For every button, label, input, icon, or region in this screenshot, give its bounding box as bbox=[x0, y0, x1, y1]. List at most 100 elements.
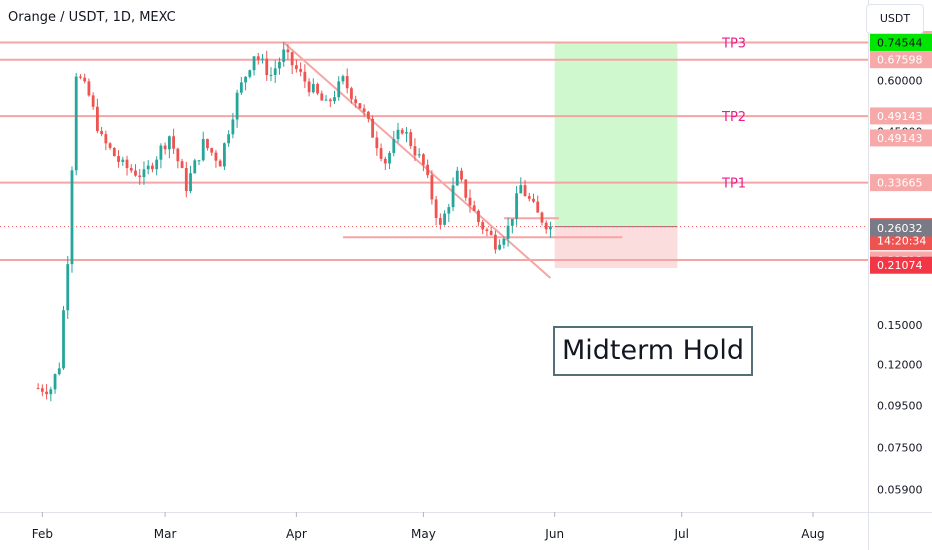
candle-body bbox=[396, 129, 400, 140]
x-tick-label: Jul bbox=[673, 527, 688, 541]
candle-body bbox=[430, 175, 434, 200]
candle-body bbox=[481, 222, 485, 230]
tp-label-tp1: TP1 bbox=[721, 177, 746, 192]
price-label-text: 0.67598 bbox=[877, 54, 923, 67]
x-tick-label: May bbox=[411, 527, 436, 541]
price-label-badge bbox=[870, 174, 932, 192]
candle-body bbox=[210, 148, 214, 153]
candle-body bbox=[142, 169, 146, 178]
candle-body bbox=[303, 71, 307, 82]
candle-body bbox=[172, 136, 175, 149]
candle-body bbox=[112, 147, 116, 157]
candle-body bbox=[316, 84, 319, 94]
currency-button[interactable]: USDT bbox=[866, 4, 924, 34]
candle-body bbox=[443, 213, 446, 225]
candle-body bbox=[523, 185, 527, 197]
x-tick-label: Aug bbox=[801, 527, 824, 541]
price-label-text: 0.49143 bbox=[877, 132, 923, 145]
candle-body bbox=[510, 218, 514, 226]
price-label-badge bbox=[870, 219, 932, 237]
price-label-badge bbox=[870, 129, 932, 147]
candle-body bbox=[244, 76, 247, 83]
candle-body bbox=[426, 164, 430, 176]
candle-body bbox=[95, 106, 99, 132]
candle-body bbox=[129, 167, 133, 171]
candle-body bbox=[460, 170, 463, 180]
candle-body bbox=[155, 159, 159, 170]
price-label-badge bbox=[870, 107, 932, 125]
tp-label-tp2: TP2 bbox=[721, 110, 746, 125]
candle-body bbox=[371, 118, 375, 138]
candle-body bbox=[341, 76, 345, 82]
candle-body bbox=[345, 76, 349, 89]
candle-body bbox=[307, 81, 311, 93]
candle-body bbox=[125, 159, 129, 168]
candle-body bbox=[366, 111, 370, 119]
candle-body bbox=[409, 132, 413, 147]
candle-body bbox=[180, 161, 184, 168]
candle-body bbox=[489, 230, 493, 235]
candle-body bbox=[328, 99, 332, 102]
candle-body bbox=[45, 391, 48, 395]
candle-body bbox=[434, 199, 438, 219]
candle-body bbox=[413, 146, 417, 156]
candle-body bbox=[299, 69, 303, 72]
candle-body bbox=[193, 160, 197, 174]
candle-body bbox=[498, 244, 502, 250]
tp-label-tp3: TP3 bbox=[721, 37, 746, 52]
candle-body bbox=[159, 145, 163, 160]
candle-body bbox=[40, 388, 44, 392]
candle-body bbox=[515, 193, 518, 219]
candle-body bbox=[134, 170, 137, 176]
candle-body bbox=[235, 92, 239, 120]
candle-body bbox=[286, 49, 290, 53]
candle-body bbox=[350, 88, 353, 100]
y-tick-label: 0.12000 bbox=[877, 359, 923, 372]
price-label-badge bbox=[870, 256, 932, 274]
annotation-midterm-hold: Midterm Hold bbox=[553, 326, 753, 376]
candle-body bbox=[282, 49, 286, 62]
x-tick-label: Apr bbox=[286, 527, 307, 541]
chart-title: Orange / USDT, 1D, MEXC bbox=[8, 10, 176, 25]
candle-body bbox=[248, 70, 252, 77]
candle-body bbox=[108, 143, 112, 148]
candle-body bbox=[83, 77, 87, 82]
candle-body bbox=[472, 205, 476, 211]
x-tick-label: Mar bbox=[154, 527, 177, 541]
candle-body bbox=[544, 222, 548, 230]
candle-body bbox=[252, 56, 256, 71]
price-label-badge bbox=[870, 33, 932, 51]
candle-body bbox=[189, 173, 192, 192]
candle-body bbox=[383, 158, 387, 164]
candle-body bbox=[36, 388, 40, 390]
candle-body bbox=[417, 154, 421, 156]
y-tick-label: 0.07500 bbox=[877, 441, 923, 454]
candle-body bbox=[87, 81, 91, 96]
candle-body bbox=[214, 152, 218, 161]
candle-body bbox=[273, 68, 277, 75]
candle-body bbox=[138, 175, 142, 178]
candle-body bbox=[388, 152, 391, 164]
candle-body bbox=[468, 197, 472, 206]
price-label-text: 0.49143 bbox=[877, 110, 923, 123]
candle-body bbox=[519, 185, 523, 194]
candle-body bbox=[104, 134, 108, 144]
price-label-badge bbox=[870, 51, 932, 69]
price-label-text: 0.33665 bbox=[877, 177, 923, 190]
candle-body bbox=[62, 310, 65, 369]
candle-body bbox=[265, 58, 269, 76]
x-tick-label: Feb bbox=[32, 527, 53, 541]
price-label-text: 0.21074 bbox=[877, 259, 923, 272]
candle-body bbox=[405, 132, 408, 134]
candle-body bbox=[392, 139, 396, 153]
candle-body bbox=[218, 160, 222, 167]
candle-body bbox=[362, 108, 366, 112]
candle-body bbox=[201, 139, 205, 161]
price-label-text: 0.74544 bbox=[877, 36, 923, 49]
candle-body bbox=[400, 129, 404, 134]
candle-body bbox=[261, 58, 264, 60]
candle-body bbox=[506, 225, 510, 239]
candle-body bbox=[167, 136, 171, 150]
